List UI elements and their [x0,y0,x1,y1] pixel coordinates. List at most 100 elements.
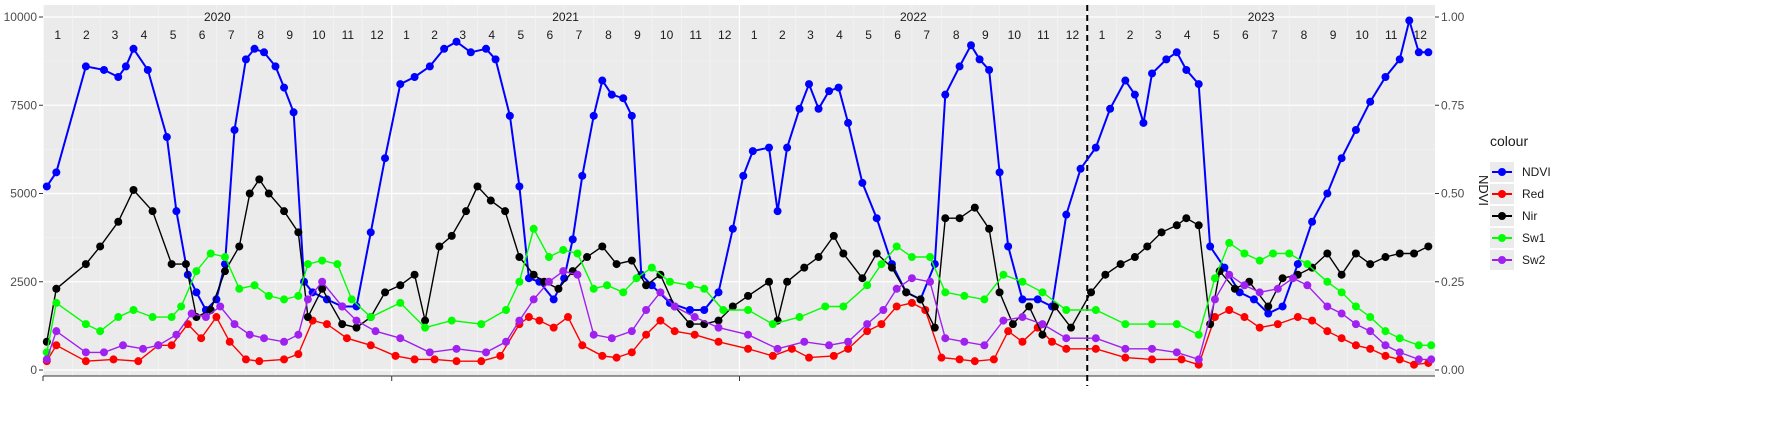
data-point-ndvi [1033,295,1042,304]
data-point-red [134,357,143,366]
data-point-nir [728,302,737,311]
data-point-nir [473,182,482,191]
data-point-sw2 [81,348,90,357]
data-point-sw1 [220,253,229,262]
legend-key-point [1498,212,1506,220]
data-point-ndvi [844,118,853,127]
data-point-nir [902,288,911,297]
data-point-red [1323,327,1332,336]
data-point-ndvi [1121,76,1130,85]
data-point-red [430,355,439,364]
data-point-ndvi [440,44,449,53]
month-label: 5 [517,28,524,42]
data-point-sw2 [999,316,1008,325]
month-label: 12 [1066,28,1080,42]
data-point-ndvi [1323,189,1332,198]
data-point-nir [318,284,327,293]
month-label: 6 [894,28,901,42]
data-point-sw2 [482,348,491,357]
data-point-sw1 [318,256,327,265]
month-label: 1 [751,28,758,42]
series-line-sw2 [46,270,1432,361]
data-point-sw2 [980,341,989,350]
data-point-red [787,344,796,353]
data-point-ndvi [589,111,598,120]
data-point-red [212,313,221,322]
data-point-sw1 [129,305,138,314]
data-point-sw2 [303,295,312,304]
data-point-ndvi [975,55,984,64]
data-point-nir [96,242,105,251]
data-point-nir [858,274,867,283]
data-point-sw2 [201,313,210,322]
month-label: 5 [865,28,872,42]
y-left-tick-label: 5000 [10,187,37,201]
data-point-sw2 [670,302,679,311]
data-point-ndvi [1293,260,1302,269]
data-point-red [563,313,572,322]
data-point-sw2 [656,288,665,297]
data-point-red [342,334,351,343]
y-left-tick-label: 2500 [10,275,37,289]
data-point-ndvi [619,94,628,103]
data-point-red [642,330,651,339]
data-point-ndvi [1395,55,1404,64]
data-point-nir [1182,214,1191,223]
data-point-ndvi [1249,295,1258,304]
data-point-sw1 [863,281,872,290]
data-point-nir [765,277,774,286]
data-point-sw2 [515,316,524,325]
data-point-sw2 [1337,309,1346,318]
data-point-red [1148,355,1157,364]
data-point-nir [1130,253,1139,262]
data-point-ndvi [773,207,782,216]
legend-label: Sw1 [1522,231,1546,245]
data-point-sw2 [589,330,598,339]
data-point-red [255,357,264,366]
data-point-ndvi [1062,210,1071,219]
data-point-nir [839,249,848,258]
data-point-sw1 [603,281,612,290]
data-point-sw1 [1255,256,1264,265]
data-point-ndvi [1106,104,1115,113]
data-point-sw2 [800,337,809,346]
data-point-nir [1008,320,1017,329]
data-point-nir [264,189,273,198]
data-point-sw2 [280,337,289,346]
data-point-nir [1194,221,1203,230]
data-point-ndvi [172,207,181,216]
data-point-ndvi [271,62,280,71]
data-point-nir [1323,249,1332,258]
data-point-red [1381,351,1390,360]
data-point-nir [1050,302,1059,311]
data-point-ndvi [1004,242,1013,251]
data-point-nir [352,323,361,332]
year-label: 2020 [204,10,231,24]
data-point-sw2 [1172,348,1181,357]
month-label: 7 [576,28,583,42]
data-point-red [670,327,679,336]
data-point-sw2 [573,270,582,279]
data-point-nir [81,260,90,269]
legend-label: NDVI [1522,165,1551,179]
series-sw2 [42,267,1436,364]
data-point-sw1 [264,291,273,300]
data-point-ndvi [1337,154,1346,163]
data-point-sw1 [235,284,244,293]
data-point-red [1366,344,1375,353]
data-point-ndvi [366,228,375,237]
data-point-ndvi [805,80,814,89]
month-label: 12 [718,28,732,42]
data-point-nir [410,270,419,279]
data-point-nir [1157,228,1166,237]
month-label: 5 [1213,28,1220,42]
legend-key-point [1498,256,1506,264]
data-point-ndvi [955,62,964,71]
data-point-sw1 [1323,277,1332,286]
data-point-sw1 [544,253,553,262]
data-point-nir [872,249,881,258]
data-point-nir [612,260,621,269]
data-point-red [1240,313,1249,322]
month-label: 3 [459,28,466,42]
month-label: 9 [982,28,989,42]
